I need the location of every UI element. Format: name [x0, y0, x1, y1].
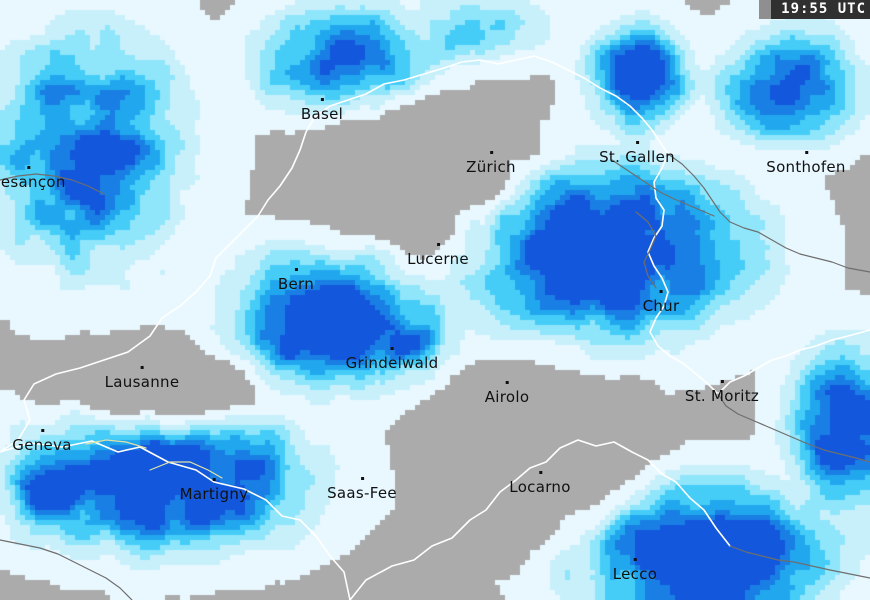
city-name-text: Bern: [277, 275, 315, 293]
city-marker-dot-icon: [294, 268, 298, 271]
city-marker-dot-icon: [506, 381, 509, 384]
city-marker-dot-icon: [635, 141, 639, 144]
city-marker-dot-icon: [489, 151, 493, 154]
city-marker-dot-icon: [361, 477, 364, 480]
city-name-text: Martigny: [179, 485, 249, 503]
city-label-geneva: Geneva: [12, 429, 72, 454]
city-label-besan-on: Besançon: [0, 166, 66, 191]
city-name-text: Besançon: [0, 173, 66, 191]
city-name-text: Zürich: [466, 158, 516, 176]
city-marker-dot-icon: [320, 98, 324, 101]
city-name-text: Airolo: [484, 388, 530, 406]
city-label-saas-fee: Saas-Fee: [327, 477, 397, 502]
city-name-text: Lucerne: [407, 250, 469, 268]
city-label-lausanne: Lausanne: [104, 366, 180, 391]
timestamp-label: 19:55 UTC: [781, 1, 866, 17]
city-marker-dot-icon: [141, 366, 144, 369]
city-label-martigny: Martigny: [179, 478, 249, 503]
city-name-text: Lecco: [612, 565, 658, 583]
city-name-text: Grindelwald: [345, 354, 439, 372]
city-name-text: Sonthofen: [766, 158, 846, 176]
city-label-bern: Bern: [277, 268, 315, 293]
city-label-locarno: Locarno: [509, 471, 571, 496]
timestamp-badge: 19:55 UTC: [759, 0, 870, 19]
city-label-st-moritz: St. Moritz: [684, 380, 760, 405]
city-name-text: Saas-Fee: [327, 484, 397, 502]
city-name-text: St. Moritz: [684, 387, 760, 405]
city-marker-dot-icon: [391, 347, 394, 350]
city-label-lucerne: Lucerne: [407, 243, 469, 268]
city-label-chur: Chur: [642, 290, 680, 315]
city-marker-dot-icon: [805, 151, 808, 154]
city-label-lecco: Lecco: [612, 558, 658, 583]
city-marker-dot-icon: [721, 380, 724, 383]
city-label-z-rich: Zürich: [466, 151, 516, 176]
city-label-grindelwald: Grindelwald: [345, 347, 439, 372]
city-name-text: Geneva: [12, 436, 72, 454]
city-marker-dot-icon: [27, 166, 30, 169]
city-label-sonthofen: Sonthofen: [766, 151, 846, 176]
city-name-text: Lausanne: [104, 373, 180, 391]
city-name-text: Basel: [300, 105, 344, 123]
city-label-st-gallen: St. Gallen: [599, 141, 675, 166]
city-name-text: Locarno: [509, 478, 571, 496]
city-name-text: Chur: [642, 297, 680, 315]
city-marker-dot-icon: [436, 243, 440, 246]
city-marker-dot-icon: [41, 429, 44, 432]
timestamp-left-pad: [759, 0, 772, 19]
city-name-text: St. Gallen: [599, 148, 675, 166]
city-label-airolo: Airolo: [484, 381, 530, 406]
city-marker-dot-icon: [659, 290, 663, 293]
city-marker-dot-icon: [539, 471, 542, 474]
city-label-basel: Basel: [300, 98, 344, 123]
city-marker-dot-icon: [634, 558, 637, 561]
city-marker-dot-icon: [213, 478, 216, 481]
